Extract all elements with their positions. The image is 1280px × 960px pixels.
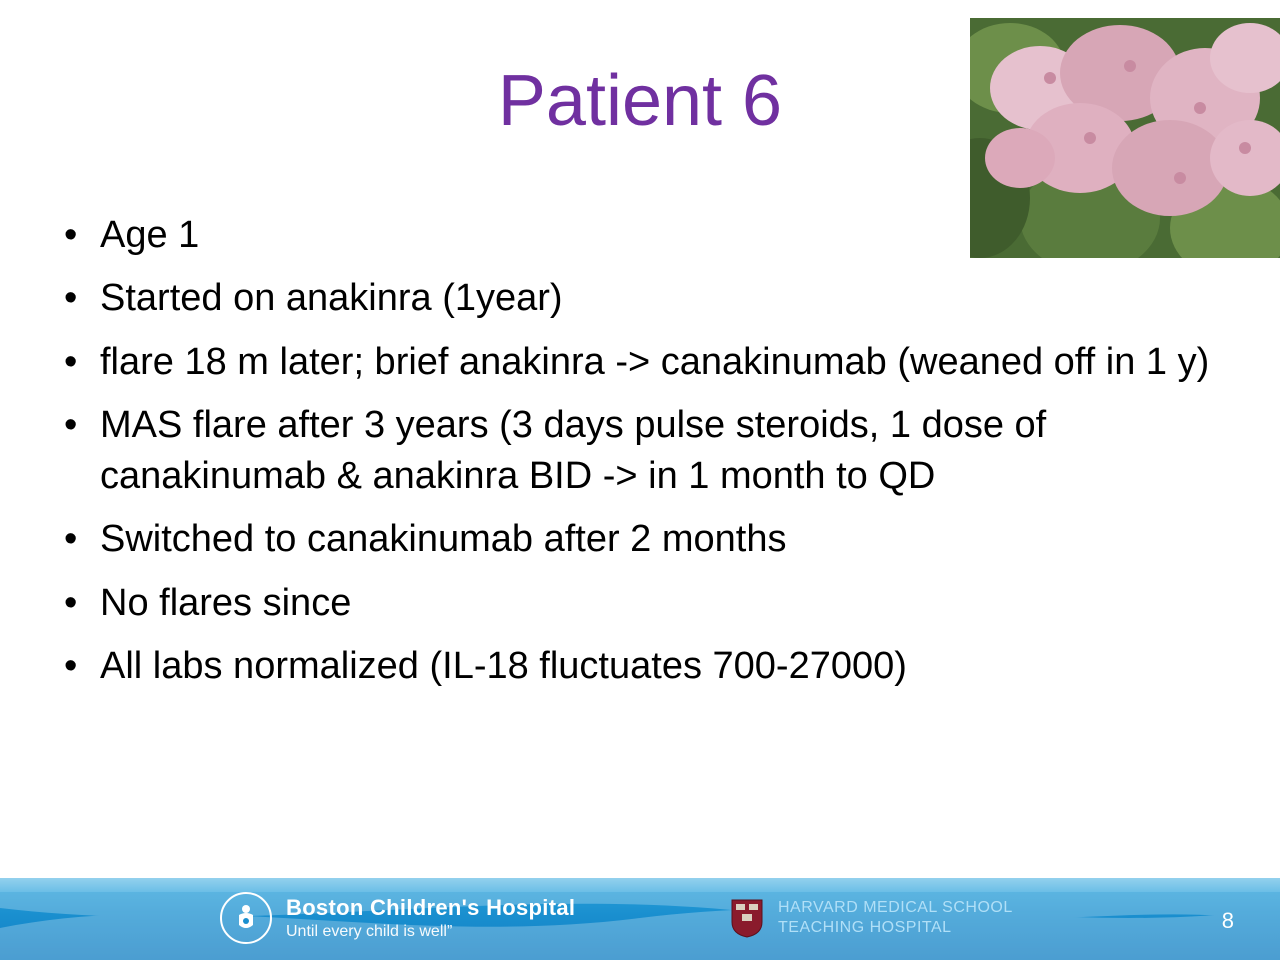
- bullet-item: flare 18 m later; brief anakinra -> cana…: [58, 337, 1220, 388]
- bullet-list: Age 1 Started on anakinra (1year) flare …: [58, 210, 1220, 704]
- bch-tagline: Until every child is well”: [286, 923, 575, 941]
- bullet-item: No flares since: [58, 578, 1220, 629]
- bch-logo-icon: [220, 892, 272, 944]
- bullet-item: Age 1: [58, 210, 1220, 261]
- harvard-shield-icon: [730, 898, 764, 938]
- page-number: 8: [1222, 908, 1234, 934]
- footer-bar: Boston Children's Hospital Until every c…: [0, 878, 1280, 960]
- slide: Patient 6 Age 1 Started on anakinra (1ye…: [0, 0, 1280, 960]
- footer-hms-text: HARVARD MEDICAL SCHOOL TEACHING HOSPITAL: [778, 898, 1013, 938]
- hms-line1: HARVARD MEDICAL SCHOOL: [778, 898, 1013, 918]
- bullet-item: All labs normalized (IL-18 fluctuates 70…: [58, 641, 1220, 692]
- hms-line2: TEACHING HOSPITAL: [778, 918, 1013, 938]
- footer-bch-block: Boston Children's Hospital Until every c…: [220, 892, 575, 944]
- footer-hms-block: HARVARD MEDICAL SCHOOL TEACHING HOSPITAL: [730, 898, 1013, 938]
- footer-wave-decoration: [0, 878, 1280, 960]
- bullet-item: Switched to canakinumab after 2 months: [58, 514, 1220, 565]
- bch-name: Boston Children's Hospital: [286, 895, 575, 921]
- bullet-item: Started on anakinra (1year): [58, 273, 1220, 324]
- bullet-item: MAS flare after 3 years (3 days pulse st…: [58, 400, 1220, 503]
- footer-bch-text: Boston Children's Hospital Until every c…: [286, 895, 575, 941]
- slide-title: Patient 6: [0, 60, 1280, 142]
